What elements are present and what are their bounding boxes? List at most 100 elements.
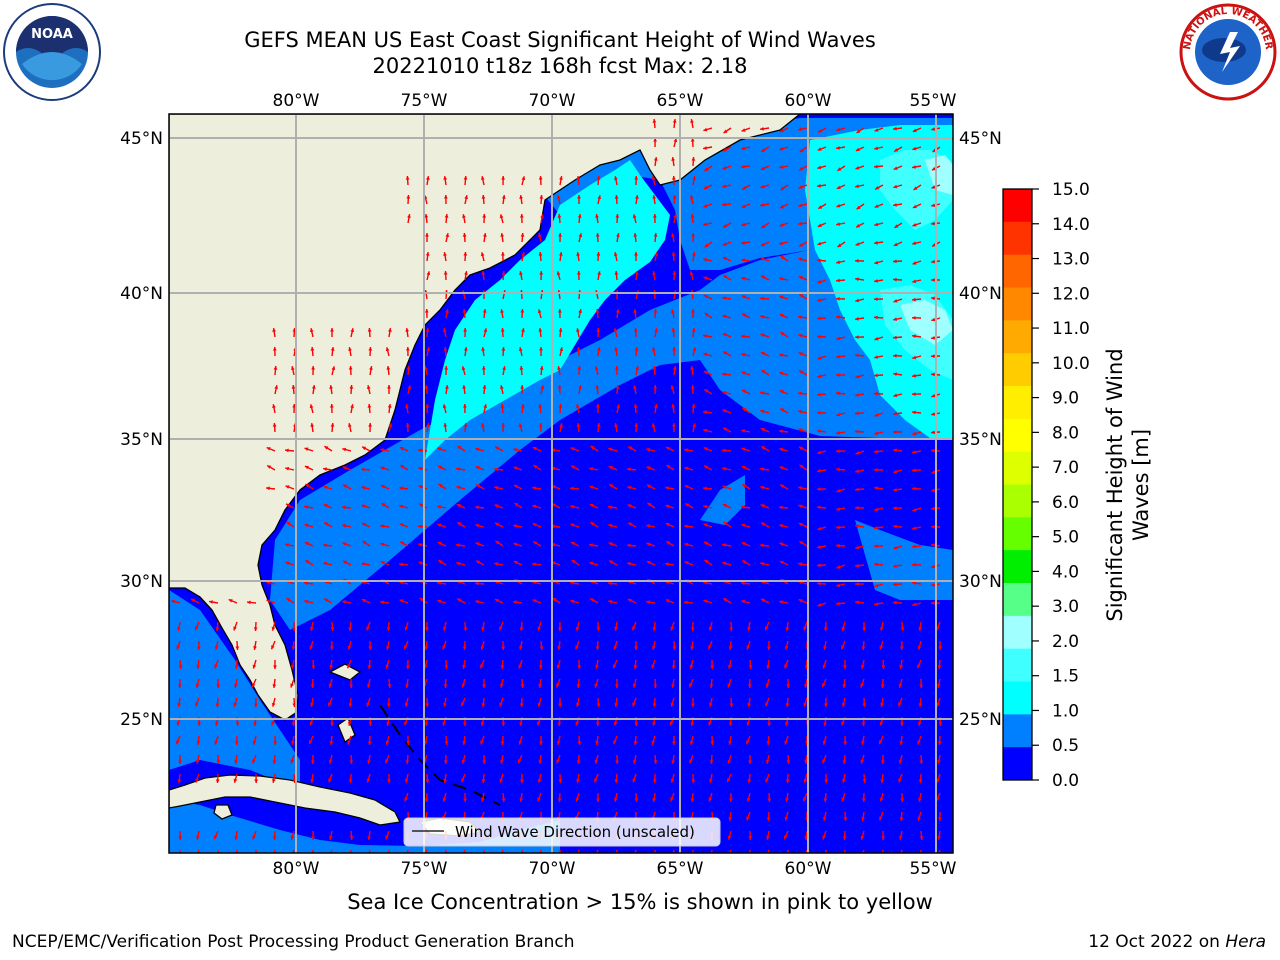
- wave-arrow-head: [539, 646, 544, 650]
- wave-arrow-head: [462, 385, 467, 389]
- wave-arrow-head: [723, 522, 728, 526]
- wave-arrow-head: [424, 309, 429, 313]
- wave-arrow-head: [931, 506, 935, 511]
- wave-arrow-head: [578, 233, 583, 238]
- wave-arrow-head: [634, 423, 639, 427]
- wave-arrow-head: [634, 176, 639, 180]
- wave-arrow-head: [689, 759, 693, 764]
- wave-arrow-head: [348, 423, 352, 427]
- lat-label: 40°N: [120, 284, 163, 304]
- wave-arrow: [861, 849, 865, 853]
- wave-arrow-head: [267, 465, 272, 469]
- wave-arrow-head: [596, 798, 600, 802]
- wave-arrow-head: [576, 779, 580, 783]
- wave-arrow-head: [419, 598, 424, 602]
- lat-label: 30°N: [120, 572, 163, 592]
- wave-arrow-head: [841, 645, 845, 650]
- wave-arrow-head: [842, 836, 847, 840]
- wave-arrow-head: [842, 684, 847, 688]
- wave-arrow-head: [748, 855, 752, 859]
- wave-arrow-head: [540, 214, 544, 218]
- wave-arrow-head: [577, 665, 582, 669]
- wave-arrow-head: [646, 447, 651, 452]
- wave-arrow-head: [798, 257, 803, 262]
- wave-arrow-head: [518, 347, 523, 352]
- wave-arrow-head: [817, 450, 822, 455]
- wave-arrow-head: [349, 836, 354, 840]
- wave-arrow-head: [380, 600, 384, 605]
- wave-arrow-head: [799, 465, 804, 469]
- colorbar-tick-label: 4.0: [1052, 562, 1079, 582]
- wave-arrow-head: [723, 224, 728, 228]
- wave-arrow-head: [709, 855, 713, 859]
- wave-arrow-head: [576, 684, 581, 688]
- wave-arrow-head: [728, 741, 732, 745]
- wave-arrow-head: [589, 467, 593, 471]
- wave-arrow-head: [176, 740, 180, 745]
- wave-arrow-head: [804, 684, 808, 688]
- wave-arrow-head: [228, 599, 233, 603]
- wave-arrow-head: [463, 423, 468, 427]
- colorbar-segment: [1003, 517, 1032, 551]
- wave-arrow-head: [519, 798, 524, 802]
- wave-arrow-head: [874, 222, 879, 227]
- wave-arrow-head: [842, 779, 846, 783]
- wave-arrow-head: [252, 664, 257, 669]
- wave-arrow-head: [722, 390, 727, 395]
- wave-arrow-head: [893, 582, 897, 587]
- wave-arrow-head: [311, 665, 316, 669]
- map-legend: Wind Wave Direction (unscaled): [403, 817, 721, 847]
- wave-arrow-head: [405, 760, 410, 764]
- wave-arrow: [406, 849, 409, 853]
- wave-arrow-head: [874, 583, 879, 588]
- wave-arrow-head: [614, 195, 619, 199]
- wave-arrow-head: [836, 373, 840, 377]
- wave-arrow-head: [799, 166, 804, 171]
- wave-arrow-head: [597, 271, 601, 275]
- colorbar-segment: [1003, 681, 1032, 715]
- wave-arrow-head: [936, 702, 940, 707]
- wave-arrow-head: [570, 523, 575, 527]
- colorbar-label-line2: Waves [m]: [1129, 429, 1153, 541]
- wave-arrow-head: [704, 541, 708, 546]
- wave-arrow-head: [690, 722, 695, 726]
- wave-arrow-head: [798, 276, 803, 280]
- wave-arrow-head: [760, 166, 765, 170]
- wave-arrow-head: [898, 855, 902, 859]
- lat-label: 35°N: [120, 430, 163, 450]
- wave-arrow-head: [616, 404, 621, 409]
- wave-arrow-head: [874, 260, 879, 265]
- lat-label: 25°N: [959, 710, 1002, 730]
- wave-arrow-head: [594, 683, 599, 688]
- wave-arrow-head: [558, 404, 563, 408]
- wave-arrow-head: [442, 404, 447, 409]
- wave-arrow-head: [500, 233, 505, 237]
- wave-arrow-head: [760, 543, 764, 548]
- wave-arrow-head: [817, 581, 821, 586]
- wave-arrow-head: [670, 309, 675, 314]
- wave-arrow-head: [761, 598, 765, 603]
- wave-arrow-head: [632, 214, 637, 219]
- wave-arrow-head: [722, 485, 727, 489]
- wave-arrow-head: [195, 778, 199, 783]
- wave-arrow-head: [290, 854, 294, 858]
- wave-arrow-head: [899, 817, 904, 821]
- wave-arrow-head: [532, 562, 536, 567]
- wave-arrow-head: [747, 684, 752, 688]
- wave-arrow-head: [537, 778, 542, 783]
- wave-arrow-head: [380, 484, 385, 489]
- wave-arrow-head: [253, 722, 258, 726]
- wave-arrow-head: [538, 252, 543, 256]
- wave-arrow-head: [798, 203, 803, 208]
- lon-label: 65°W: [657, 91, 704, 111]
- wave-arrow-head: [499, 683, 504, 688]
- colorbar-tick-label: 1.5: [1052, 667, 1079, 687]
- lon-label: 70°W: [529, 859, 576, 879]
- wave-arrow-head: [195, 702, 199, 707]
- wave-arrow-head: [589, 561, 594, 566]
- wave-arrow-head: [900, 722, 904, 726]
- wave-arrow-head: [836, 449, 840, 454]
- wave-arrow-head: [633, 385, 637, 389]
- wave-arrow-head: [709, 779, 713, 783]
- wave-arrow-head: [361, 562, 365, 566]
